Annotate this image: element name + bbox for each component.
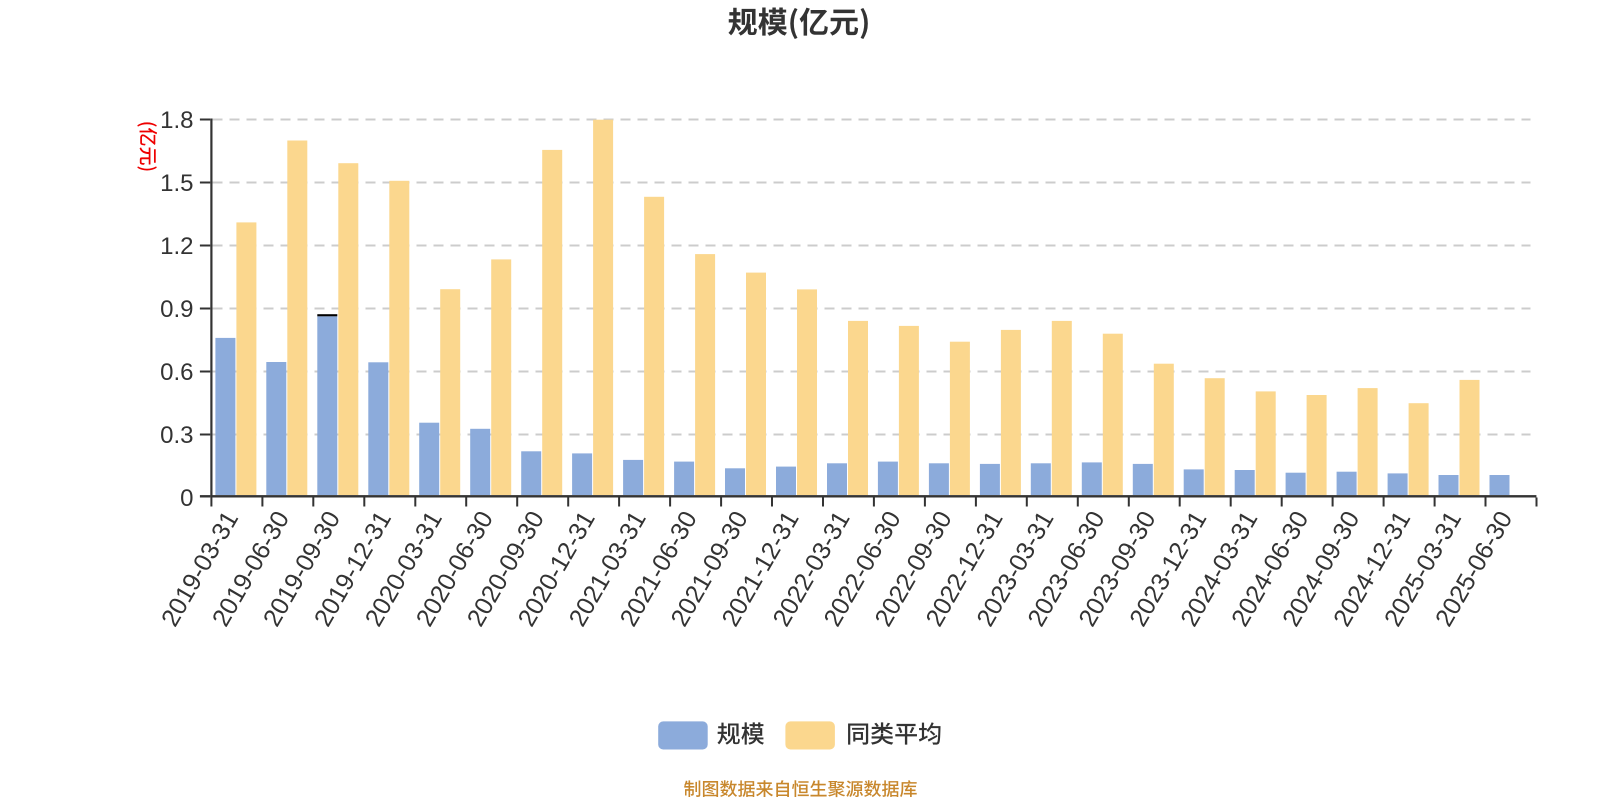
svg-text:0.3: 0.3 — [160, 422, 193, 449]
svg-text:0: 0 — [180, 485, 193, 512]
svg-text:1.5: 1.5 — [160, 170, 193, 197]
svg-text:0.9: 0.9 — [160, 296, 193, 323]
svg-text:1.8: 1.8 — [160, 107, 193, 134]
svg-text:1.2: 1.2 — [160, 233, 193, 260]
svg-text:0.6: 0.6 — [160, 359, 193, 386]
